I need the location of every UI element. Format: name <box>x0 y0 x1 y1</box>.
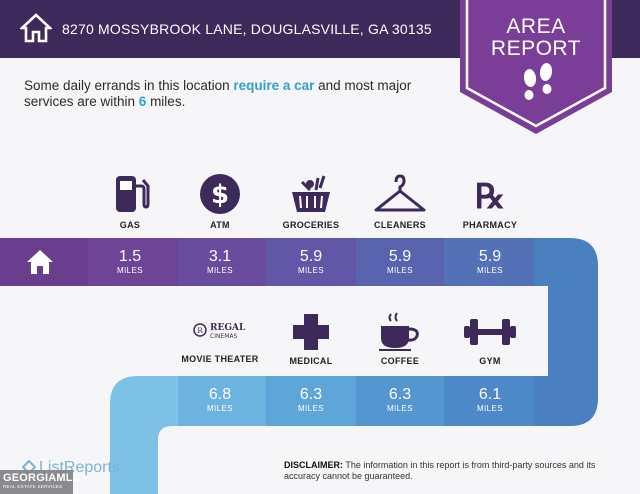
distance-unit: MILES <box>476 266 503 275</box>
dollar-icon: $ <box>200 174 240 214</box>
amenity-atm: $ ATM <box>175 172 265 230</box>
amenity-coffee: COFFEE <box>355 312 445 366</box>
gas-pump-icon <box>116 176 150 212</box>
distance-gas: 1.5 MILES <box>85 248 175 275</box>
dumbbell-icon <box>464 319 516 345</box>
band-row1-seg2 <box>178 238 266 286</box>
intro-text: Some daily errands in this location requ… <box>24 78 444 110</box>
band-row1-seg5 <box>444 238 534 286</box>
house-icon <box>20 13 52 43</box>
home-icon-band <box>27 250 53 274</box>
regal-cinemas-logo: R REGAL CINEMAS <box>193 323 246 340</box>
amenity-label: PHARMACY <box>462 220 518 230</box>
intro-part3: miles. <box>146 94 186 109</box>
distance-value: 6.8 <box>208 386 232 403</box>
distance-unit: MILES <box>206 404 233 413</box>
disclaimer-label: DISCLAIMER: <box>284 460 343 470</box>
georgia-mls-subtitle: REAL ESTATE SERVICES <box>3 484 63 489</box>
distance-unit: MILES <box>297 266 324 275</box>
badge-title-line2: REPORT <box>490 37 582 60</box>
distance-gym: 6.1 MILES <box>445 386 535 413</box>
amenity-label: CLEANERS <box>374 220 426 230</box>
distance-unit: MILES <box>206 266 233 275</box>
amenity-cleaners: CLEANERS <box>355 172 445 230</box>
band-row1-seg1 <box>88 238 178 286</box>
rx-icon: ℞ <box>475 177 505 216</box>
badge-title-line1: AREA <box>506 15 566 38</box>
distance-value: 5.9 <box>478 248 502 265</box>
amenity-gym: GYM <box>445 312 535 366</box>
amenity-label: GAS <box>119 220 141 230</box>
distance-unit: MILES <box>386 404 413 413</box>
intro-highlight-car: require a car <box>233 78 315 93</box>
band-row2-seg4 <box>444 376 534 426</box>
georgia-mls-logo: GEORGIAMLS REAL ESTATE SERVICES <box>0 470 81 494</box>
amenity-label: COFFEE <box>380 356 420 366</box>
georgia-mls-title: GEORGIAMLS <box>3 472 81 484</box>
amenity-label: MEDICAL <box>289 356 333 366</box>
area-report-badge <box>460 0 612 134</box>
amenity-label: GROCERIES <box>282 220 340 230</box>
svg-text:$: $ <box>211 180 229 210</box>
property-address: 8270 MOSSYBROOK LANE, DOUGLASVILLE, GA 3… <box>62 21 432 37</box>
intro-part2: and most major services are within <box>24 78 412 109</box>
distance-movie-theater: 6.8 MILES <box>175 386 265 413</box>
amenity-label: GYM <box>479 356 501 366</box>
band-row1-seg3 <box>266 238 356 286</box>
amenity-label: MOVIE THEATER <box>181 354 259 364</box>
svg-text:R: R <box>197 327 203 335</box>
band-row1-seg4 <box>356 238 444 286</box>
distance-coffee: 6.3 MILES <box>355 386 445 413</box>
disclaimer-text: The information in this report is from t… <box>284 460 596 481</box>
band-row2-seg2 <box>266 376 356 426</box>
medical-cross-icon <box>293 314 329 350</box>
band-row2-seg3 <box>356 376 444 426</box>
band-left-curve <box>110 376 178 494</box>
svg-text:℞: ℞ <box>475 177 505 216</box>
distance-value: 6.1 <box>478 386 502 403</box>
amenity-gas: GAS <box>85 172 175 230</box>
distance-medical: 6.3 MILES <box>266 386 356 413</box>
distance-value: 5.9 <box>299 248 323 265</box>
distance-value: 1.5 <box>118 248 142 265</box>
amenity-medical: MEDICAL <box>266 312 356 366</box>
intro-highlight-miles: 6 <box>138 94 147 109</box>
grocery-basket-icon <box>292 175 330 212</box>
badge-title: AREA REPORT <box>460 16 612 60</box>
footprints-icon <box>523 63 553 100</box>
regal-logo-text: REGAL <box>210 323 246 333</box>
distance-value: 6.3 <box>388 386 412 403</box>
hanger-icon <box>374 174 426 212</box>
distance-atm: 3.1 MILES <box>175 248 265 275</box>
amenity-pharmacy: ℞ PHARMACY <box>445 172 535 230</box>
distance-value: 6.3 <box>299 386 323 403</box>
intro-part1: Some daily errands in this location <box>24 78 234 93</box>
coffee-cup-icon <box>379 312 419 351</box>
distance-value: 5.9 <box>388 248 412 265</box>
distance-unit: MILES <box>476 404 503 413</box>
band-row2-seg1 <box>178 376 266 426</box>
band-right-curve <box>534 238 598 426</box>
distance-value: 3.1 <box>208 248 232 265</box>
disclaimer: DISCLAIMER: The information in this repo… <box>284 460 624 482</box>
amenity-groceries: GROCERIES <box>266 172 356 230</box>
distance-unit: MILES <box>386 266 413 275</box>
distance-unit: MILES <box>297 404 324 413</box>
amenity-movie-theater: R REGAL CINEMAS MOVIE THEATER <box>175 312 265 364</box>
distance-pharmacy: 5.9 MILES <box>445 248 535 275</box>
distance-cleaners: 5.9 MILES <box>355 248 445 275</box>
cinemas-logo-text: CINEMAS <box>210 333 238 340</box>
amenity-label: ATM <box>210 220 230 230</box>
distance-groceries: 5.9 MILES <box>266 248 356 275</box>
distance-unit: MILES <box>116 266 143 275</box>
